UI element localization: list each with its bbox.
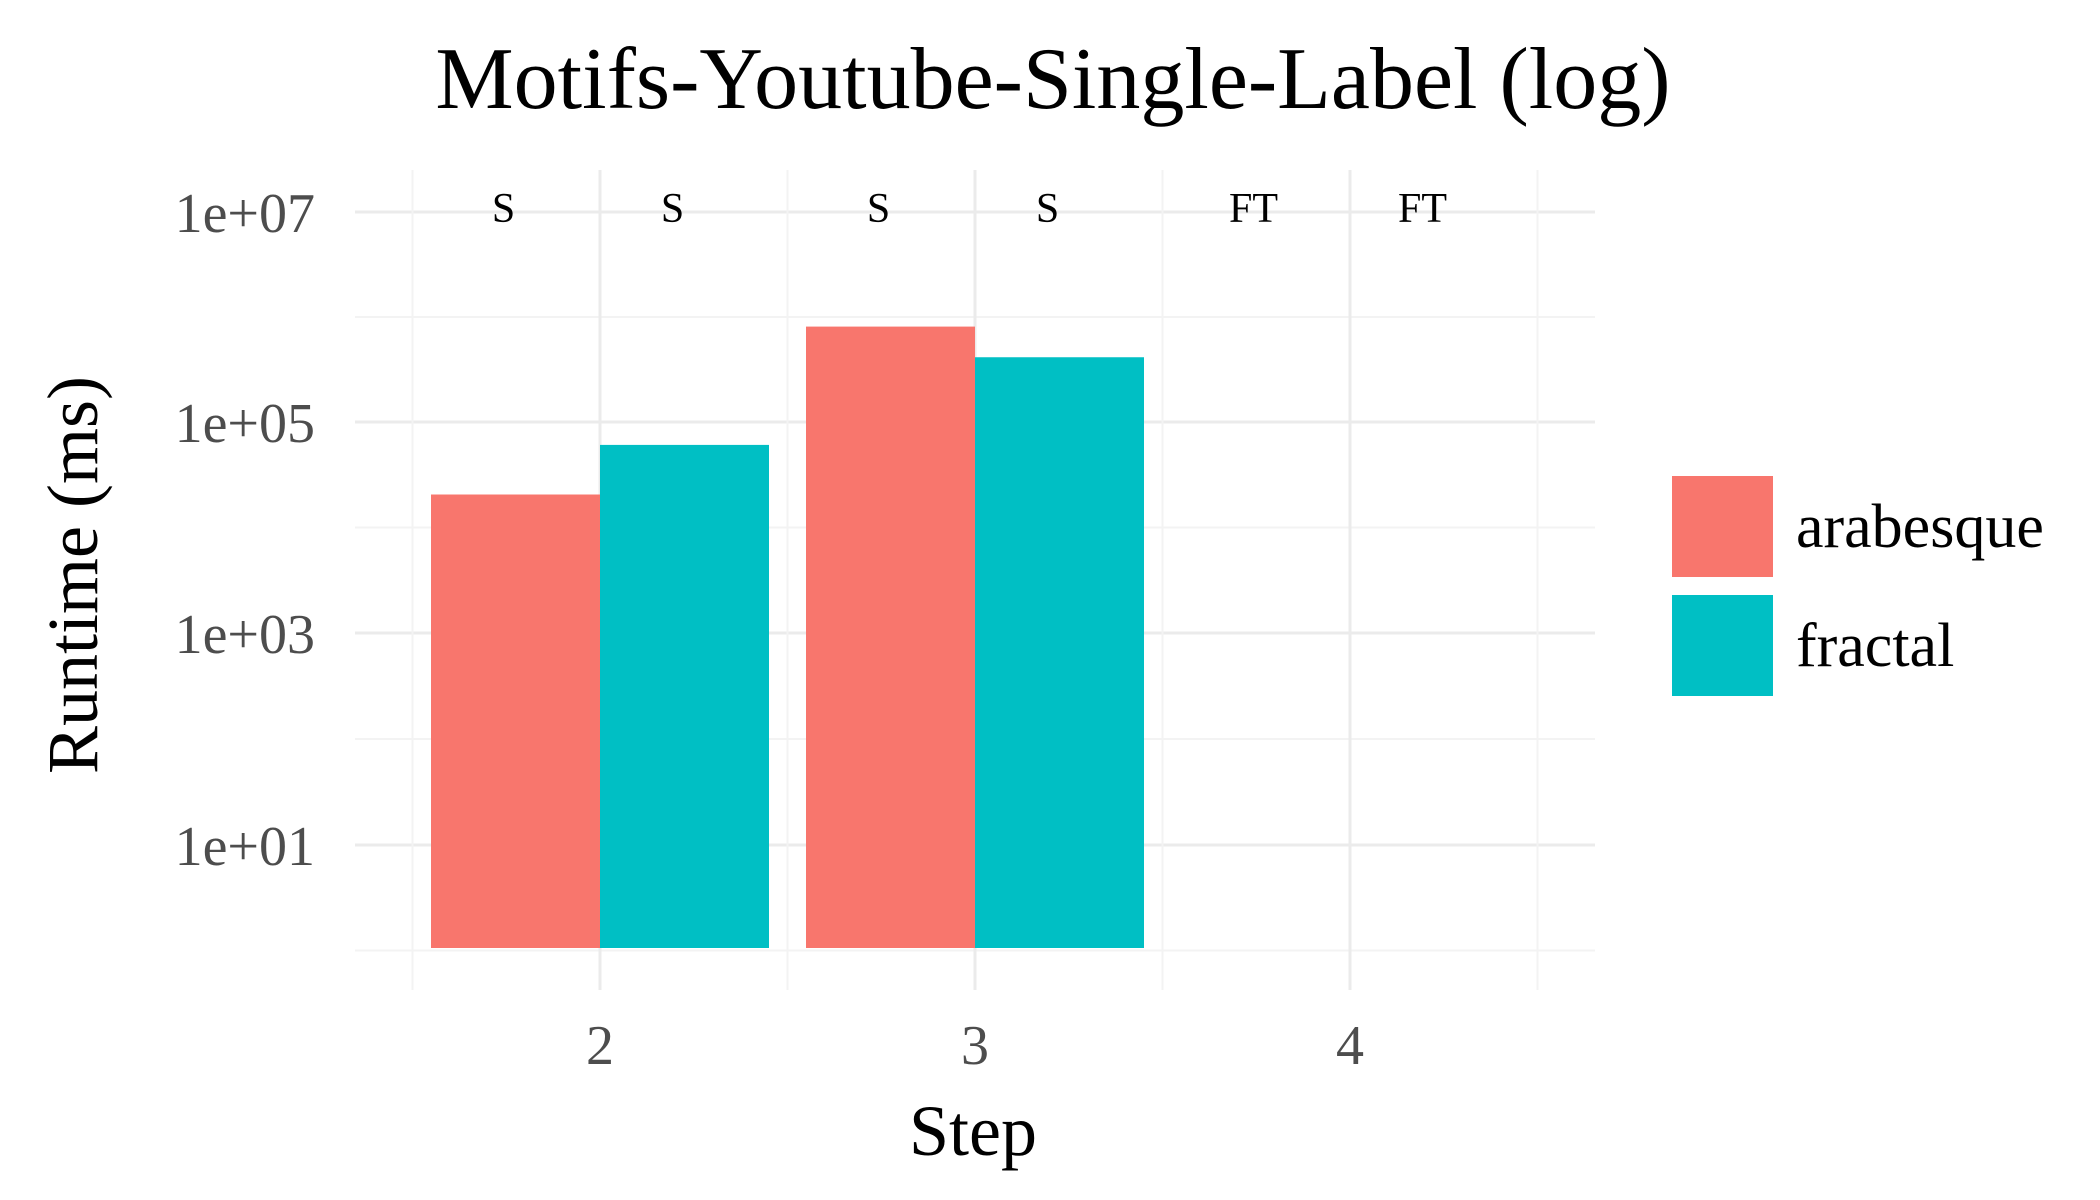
chart-title: Motifs-Youtube-Single-Label (log) xyxy=(435,31,1670,128)
bar-fractal-step-2 xyxy=(600,444,769,948)
y-axis-title: Runtime (ms) xyxy=(33,376,113,774)
bar-fractal-step-3 xyxy=(975,357,1144,948)
x-tick-label: 3 xyxy=(961,1015,989,1077)
legend-label-arabesque: arabesque xyxy=(1796,493,2044,561)
status-label-arabesque-step-4: FT xyxy=(1229,186,1278,232)
status-label-fractal-step-3: S xyxy=(1036,186,1059,232)
status-label-fractal-step-4: FT xyxy=(1398,186,1447,232)
legend-swatch-fractal xyxy=(1672,595,1773,696)
bar-arabesque-step-3 xyxy=(806,326,975,948)
x-tick-label: 2 xyxy=(586,1015,614,1077)
status-label-arabesque-step-3: S xyxy=(867,186,890,232)
status-label-arabesque-step-2: S xyxy=(492,186,515,232)
y-tick-label: 1e+03 xyxy=(175,604,315,666)
y-tick-label: 1e+07 xyxy=(175,183,315,245)
x-axis-ticks: 2 3 4 xyxy=(586,1015,1364,1077)
bar-arabesque-step-2 xyxy=(431,494,600,948)
bars xyxy=(431,326,1144,948)
legend: arabesque fractal xyxy=(1672,476,2044,696)
y-tick-label: 1e+01 xyxy=(175,816,315,878)
y-tick-label: 1e+05 xyxy=(175,393,315,455)
x-tick-label: 4 xyxy=(1336,1015,1364,1077)
status-label-fractal-step-2: S xyxy=(661,186,684,232)
status-labels: S S S S FT FT xyxy=(492,186,1447,232)
x-axis-title: Step xyxy=(909,1091,1037,1171)
legend-swatch-arabesque xyxy=(1672,476,1773,577)
legend-label-fractal: fractal xyxy=(1796,612,1954,680)
y-axis-ticks: 1e+01 1e+03 1e+05 1e+07 xyxy=(175,183,315,878)
